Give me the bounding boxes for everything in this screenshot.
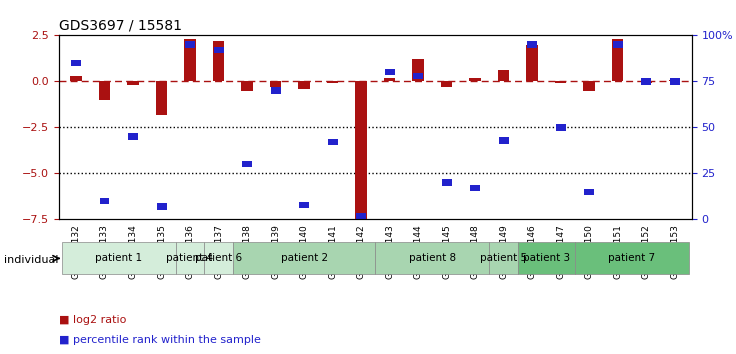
FancyBboxPatch shape — [185, 41, 195, 48]
Bar — [127, 81, 138, 85]
FancyBboxPatch shape — [62, 242, 176, 274]
Bar — [298, 81, 310, 89]
Bar — [70, 76, 82, 81]
Text: patient 1: patient 1 — [95, 253, 142, 263]
FancyBboxPatch shape — [299, 201, 309, 208]
Text: patient 8: patient 8 — [408, 253, 456, 263]
Bar — [184, 39, 196, 81]
FancyBboxPatch shape — [128, 133, 138, 140]
FancyBboxPatch shape — [213, 47, 224, 53]
Text: patient 5: patient 5 — [480, 253, 527, 263]
FancyBboxPatch shape — [499, 137, 509, 143]
Bar — [156, 81, 167, 115]
Text: patient 3: patient 3 — [523, 253, 570, 263]
Text: GDS3697 / 15581: GDS3697 / 15581 — [59, 19, 182, 33]
Bar — [270, 81, 281, 87]
FancyBboxPatch shape — [413, 73, 423, 79]
FancyBboxPatch shape — [157, 203, 166, 210]
FancyBboxPatch shape — [99, 198, 110, 204]
Text: patient 2: patient 2 — [280, 253, 328, 263]
Bar — [555, 81, 567, 83]
FancyBboxPatch shape — [356, 212, 366, 219]
Bar — [412, 59, 424, 81]
Text: patient 6: patient 6 — [195, 253, 242, 263]
FancyBboxPatch shape — [527, 41, 537, 48]
Bar — [99, 81, 110, 100]
FancyBboxPatch shape — [205, 242, 233, 274]
Bar — [669, 80, 681, 81]
Bar — [640, 81, 652, 83]
Bar — [384, 78, 395, 81]
FancyBboxPatch shape — [556, 124, 566, 131]
Text: ■ log2 ratio: ■ log2 ratio — [59, 315, 127, 325]
FancyBboxPatch shape — [489, 242, 518, 274]
Bar — [470, 78, 481, 81]
FancyBboxPatch shape — [670, 78, 680, 85]
Bar — [584, 81, 595, 91]
FancyBboxPatch shape — [233, 242, 375, 274]
Bar — [355, 81, 367, 219]
Bar — [441, 81, 453, 87]
Bar — [241, 81, 252, 91]
FancyBboxPatch shape — [470, 185, 480, 192]
FancyBboxPatch shape — [375, 242, 489, 274]
FancyBboxPatch shape — [584, 189, 594, 195]
Text: individual: individual — [4, 255, 58, 265]
Text: patient 4: patient 4 — [166, 253, 213, 263]
FancyBboxPatch shape — [518, 242, 575, 274]
FancyBboxPatch shape — [641, 78, 651, 85]
Text: ■ percentile rank within the sample: ■ percentile rank within the sample — [59, 335, 261, 345]
Bar — [327, 81, 339, 83]
FancyBboxPatch shape — [71, 60, 81, 66]
FancyBboxPatch shape — [328, 139, 338, 145]
FancyBboxPatch shape — [385, 69, 394, 75]
Bar — [612, 39, 623, 81]
FancyBboxPatch shape — [612, 41, 623, 48]
FancyBboxPatch shape — [176, 242, 205, 274]
Bar — [213, 41, 224, 81]
FancyBboxPatch shape — [242, 161, 252, 167]
Bar — [526, 45, 538, 81]
Text: patient 7: patient 7 — [609, 253, 656, 263]
FancyBboxPatch shape — [575, 242, 689, 274]
FancyBboxPatch shape — [271, 87, 280, 94]
FancyBboxPatch shape — [442, 179, 452, 186]
Bar — [498, 70, 509, 81]
